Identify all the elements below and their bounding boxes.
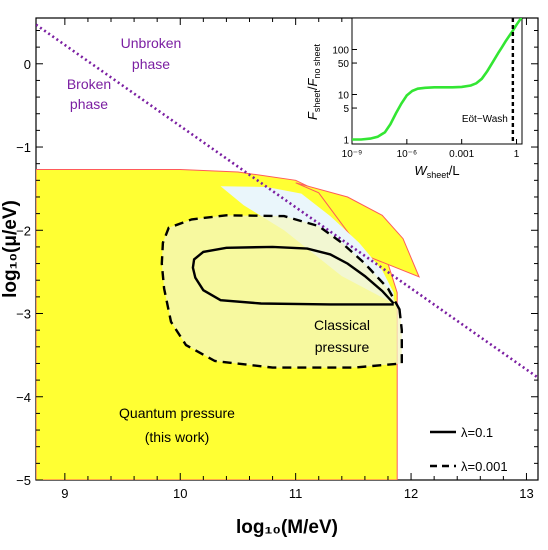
inset-frame	[351, 17, 523, 145]
inset-y-tick-label: 100	[332, 46, 349, 57]
inset-y-tick-label: 10	[338, 91, 350, 102]
inset-ticks: 10⁻⁹ 10⁻⁶ 0.001 1 1 5 10 50 100	[332, 46, 519, 161]
x-tick-label: 9	[61, 486, 68, 501]
inset-x-tick-label: 10⁻⁶	[397, 149, 418, 160]
y-axis-ticks: 0 −1 −2 −3 −4 −5	[16, 29, 538, 488]
phase-boundary-line	[36, 23, 538, 379]
x-tick-label: 13	[519, 486, 533, 501]
quantum-pressure-label-line2: (this work)	[145, 429, 210, 445]
inset-x-tick-label: 0.001	[449, 149, 474, 160]
lambda-0.1-curve	[191, 245, 395, 306]
inset-chart: 10⁻⁹ 10⁻⁶ 0.001 1 1 5 10 50 100 Eöt−Wash Wsheet/…	[305, 17, 523, 180]
x-axis-title: log₁₀(M/eV)	[236, 517, 338, 538]
inset-y-tick-label: 50	[338, 59, 350, 70]
quantum-pressure-label-line1: Quantum pressure	[119, 405, 235, 421]
legend: λ=0.1 λ=0.001	[430, 425, 508, 474]
x-tick-label: 10	[173, 486, 187, 501]
x-axis-ticks: 9 10 11 12 13	[61, 18, 534, 501]
inset-green-curve	[352, 18, 522, 141]
y-tick-label: −5	[16, 473, 31, 488]
unbroken-phase-label-line1: Unbroken	[121, 35, 182, 51]
y-tick-label: −2	[16, 223, 31, 238]
x-tick-label: 12	[404, 486, 418, 501]
broken-phase-label-line2: phase	[70, 96, 108, 112]
inset-x-tick-label: 1	[514, 149, 520, 160]
quantum-pressure-thin-region	[295, 182, 421, 278]
x-tick-label: 11	[289, 486, 303, 501]
inset-x-tick-label: 10⁻⁹	[342, 149, 363, 160]
unbroken-phase-label-line2: phase	[132, 56, 170, 72]
y-tick-label: −4	[16, 390, 31, 405]
y-axis-title: log₁₀(μ/eV)	[0, 200, 21, 298]
classical-pressure-region	[161, 215, 402, 368]
inset-y-axis-title: Fsheet/Fno sheet	[305, 43, 322, 120]
inset-y-tick-label: 1	[343, 136, 349, 147]
lambda-0.001-curve	[160, 214, 403, 369]
classical-pressure-label-line2: pressure	[315, 339, 370, 355]
legend-dashed-label: λ=0.001	[461, 459, 508, 474]
inset-x-axis-title: Wsheet/L	[414, 163, 459, 180]
y-tick-label: 0	[24, 57, 31, 72]
broken-phase-label-line1: Broken	[67, 76, 111, 92]
eot-wash-label: Eöt−Wash	[462, 114, 508, 125]
curves-group	[36, 23, 538, 379]
inset-y-tick-label: 5	[343, 104, 349, 115]
y-tick-label: −3	[16, 307, 31, 322]
y-tick-label: −1	[16, 140, 31, 155]
classical-pressure-label-line1: Classical	[314, 317, 370, 333]
legend-solid-label: λ=0.1	[461, 425, 493, 440]
